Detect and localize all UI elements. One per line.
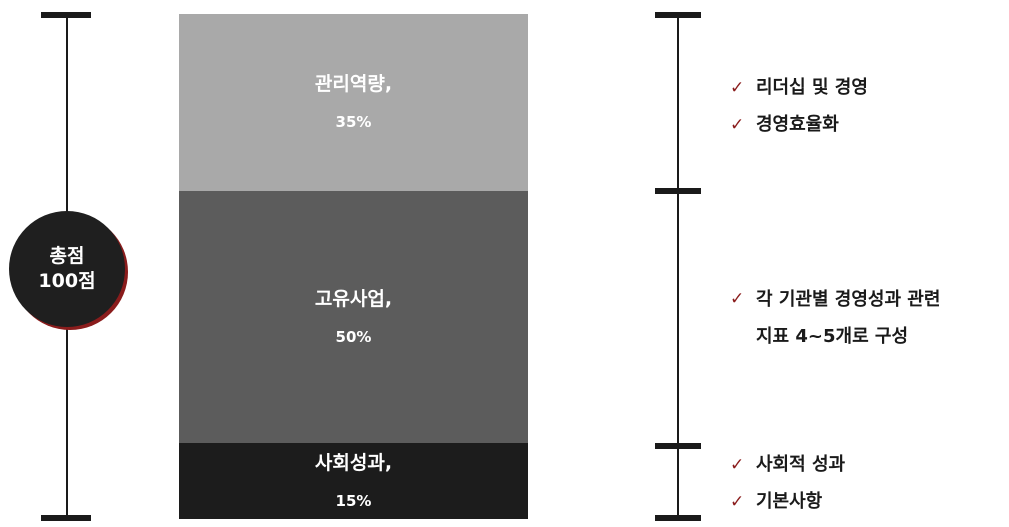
left-scale-bottom-tick [41, 515, 91, 521]
criteria-item: ✓ 각 기관별 경영성과 관련 지표 4~5개로 구성 [730, 287, 940, 355]
bar-segment-social-performance: 사회성과, 15% [179, 443, 528, 519]
right-scale-bottom-tick [655, 515, 701, 521]
check-icon: ✓ [730, 289, 745, 309]
criteria-item: ✓ 경영효율화 [730, 113, 868, 137]
criteria-item: ✓ 사회적 성과 [730, 453, 845, 477]
segment-label-social-performance: 사회성과, [314, 452, 393, 475]
segment-label-core-business: 고유사업, [314, 288, 393, 310]
check-icon: ✓ [730, 115, 745, 135]
total-score-value: 100점 [38, 270, 96, 292]
left-scale-top-tick [41, 12, 91, 18]
segment-label-management: 관리역량, [314, 73, 393, 96]
right-scale-top-tick [655, 12, 701, 18]
segment-value-core-business: 50% [335, 328, 372, 346]
criteria-group-core-business: ✓ 각 기관별 경영성과 관련 지표 4~5개로 구성 [730, 287, 940, 368]
criteria-item-text: 사회적 성과 [756, 454, 846, 475]
total-score-label: 총점 [49, 245, 85, 267]
bar-segment-core-business: 고유사업, 50% [179, 190, 528, 444]
criteria-group-social-performance: ✓ 사회적 성과 ✓ 기본사항 [730, 453, 845, 527]
check-icon: ✓ [730, 455, 745, 475]
right-scale-line [677, 15, 679, 519]
criteria-item-text: 리더십 및 경영 [756, 77, 868, 98]
criteria-item: ✓ 리더십 및 경영 [730, 76, 868, 100]
criteria-group-management: ✓ 리더십 및 경영 ✓ 경영효율화 [730, 76, 868, 150]
segment-value-social-performance: 15% [335, 492, 372, 511]
criteria-item-text: 각 기관별 경영성과 관련 지표 4~5개로 구성 [756, 289, 941, 347]
check-icon: ✓ [730, 78, 745, 98]
right-scale-tick-core-business [655, 443, 701, 449]
criteria-item-text: 경영효율화 [756, 114, 839, 135]
total-score-badge: 총점 100점 [9, 211, 125, 327]
segment-value-management: 35% [335, 113, 372, 132]
criteria-item: ✓ 기본사항 [730, 490, 845, 514]
bar-segment-management: 관리역량, 35% [179, 14, 528, 191]
check-icon: ✓ [730, 492, 745, 512]
criteria-item-text: 기본사항 [756, 491, 823, 512]
right-scale-tick-management [655, 188, 701, 194]
